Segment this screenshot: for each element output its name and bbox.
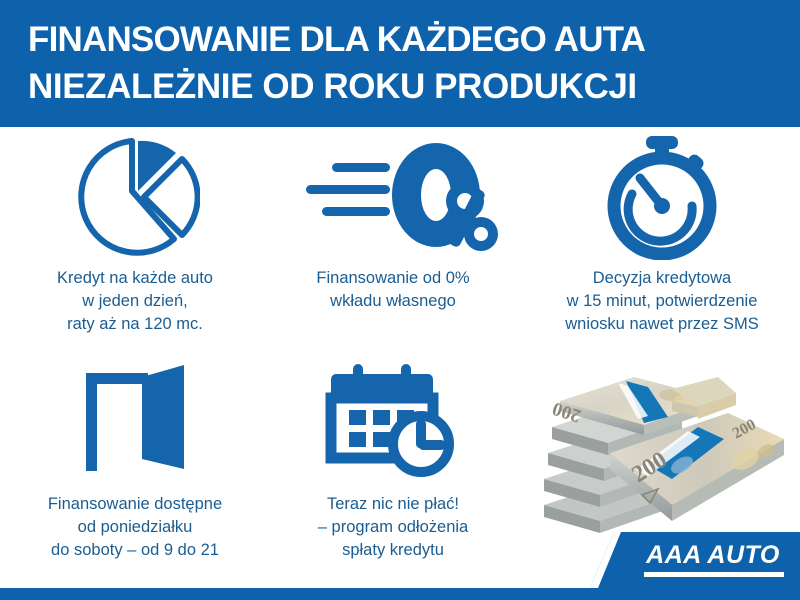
- aaa-auto-logo[interactable]: AAA AUTO: [590, 532, 800, 588]
- feature-item-decision-time: Decyzja kredytowa w 15 minut, potwierdze…: [524, 133, 800, 336]
- footer-strip: [0, 588, 800, 600]
- headline-line-2: NIEZALEŻNIE OD ROKU PRODUKCJI: [28, 67, 637, 106]
- zero-percent-icon: [268, 133, 518, 261]
- feature-item-opening-hours: Finansowanie dostępne od poniedziałku do…: [8, 359, 262, 562]
- feature-item-deferred-payment: Teraz nic nie płać! – program odłożenia …: [268, 359, 518, 562]
- feature-label: Kredyt na każde auto w jeden dzień, raty…: [57, 269, 213, 333]
- headline-line-1: FINANSOWANIE DLA KAŻDEGO AUTA: [28, 20, 646, 59]
- feature-label: Decyzja kredytowa w 15 minut, potwierdze…: [565, 269, 759, 333]
- banner-header: FINANSOWANIE DLA KAŻDEGO AUTA NIEZALEŻNI…: [0, 0, 800, 127]
- feature-label: Finansowanie od 0% wkładu własnego: [316, 269, 470, 310]
- pie-chart-icon: [8, 133, 262, 261]
- feature-item-zero-percent: Finansowanie od 0% wkładu własnego: [268, 133, 518, 313]
- feature-label: Teraz nic nie płać! – program odłożenia …: [317, 495, 469, 559]
- logo-underline: [644, 572, 784, 577]
- open-door-icon: [8, 359, 262, 487]
- stopwatch-icon: [524, 133, 800, 261]
- banknote-stacks-image: 200 200 200: [522, 355, 800, 540]
- calendar-clock-icon: [268, 359, 518, 487]
- feature-grid: Kredyt na każde auto w jeden dzień, raty…: [0, 127, 800, 588]
- feature-item-credit: Kredyt na każde auto w jeden dzień, raty…: [8, 133, 262, 336]
- feature-label: Finansowanie dostępne od poniedziałku do…: [47, 495, 223, 559]
- logo-wordmark: AAA AUTO: [646, 541, 780, 569]
